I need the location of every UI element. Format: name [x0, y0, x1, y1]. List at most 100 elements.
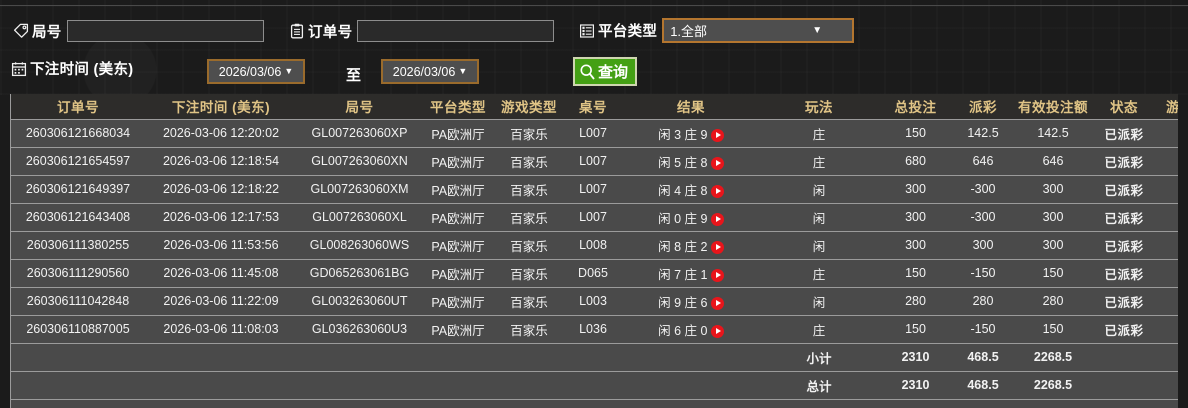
table-row[interactable]: 260306121649397 2026-03-06 12:18:22 GL0072… — [11, 175, 1178, 204]
table-row[interactable]: 260306110887005 2026-03-06 11:08:03 GL0362… — [11, 315, 1178, 344]
filter-bet-time-label: 下注时间 (美东) — [30, 62, 134, 78]
cell-bet-time: 2026-03-06 11:08:03 — [145, 315, 297, 344]
round-no-input[interactable] — [66, 20, 264, 42]
status-badge: 已派彩 — [1093, 259, 1155, 288]
bet-time-to-value: 2026/03/06 — [392, 64, 456, 79]
column-header-order-no[interactable]: 订单号 — [11, 94, 145, 120]
cell-payout: -300 — [953, 203, 1013, 232]
status-badge: 已派彩 — [1093, 315, 1155, 344]
bet-time-from-datepicker[interactable]: 2026/03/06 ▼ — [207, 59, 305, 84]
cell-order-no: 260306111290560 — [11, 259, 145, 288]
column-header-round-no[interactable]: 局号 — [297, 94, 422, 120]
status-badge: 已派彩 — [1093, 231, 1155, 260]
column-header-game-mode[interactable]: 游戏模 — [1155, 94, 1178, 120]
search-button[interactable]: 查询 — [573, 57, 638, 86]
table-header: 订单号 下注时间 (美东) 局号 平台类型 游戏类型 桌号 结果 玩法 总投注 … — [11, 94, 1178, 120]
play-icon[interactable] — [710, 184, 724, 198]
cell-round-no: GL003263060UT — [297, 287, 422, 316]
cell-result: 闲 4 庄 8 — [622, 175, 760, 204]
filter-order-no: 订单号 — [288, 20, 555, 42]
list-icon — [578, 22, 595, 39]
cell-game-mode: - — [1155, 287, 1178, 316]
blank-cell — [11, 399, 1178, 408]
play-icon[interactable] — [710, 156, 724, 170]
bet-time-from-value: 2026/03/06 — [218, 64, 282, 79]
cell-platform: PA欧洲厅 — [422, 147, 494, 176]
cell-total-bet: 300 — [878, 203, 953, 232]
play-icon[interactable] — [710, 268, 724, 282]
order-no-input[interactable] — [357, 20, 555, 42]
column-header-result[interactable]: 结果 — [622, 94, 760, 120]
play-icon[interactable] — [710, 240, 724, 254]
cell-game-mode: - — [1155, 175, 1178, 204]
filter-round-no-label: 局号 — [32, 24, 62, 41]
status-badge: 已派彩 — [1093, 287, 1155, 316]
platform-type-select[interactable]: 1.全部 ▼ — [662, 18, 855, 43]
cell-order-no: 260306111380255 — [11, 231, 145, 260]
cell-play: 闲 — [760, 287, 878, 316]
cell-total-bet: 680 — [878, 147, 953, 176]
table-row[interactable]: 260306121654597 2026-03-06 12:18:54 GL0072… — [11, 147, 1178, 176]
cell-platform: PA欧洲厅 — [422, 231, 494, 260]
table-row[interactable]: 260306111290560 2026-03-06 11:45:08 GD0652… — [11, 259, 1178, 288]
filter-order-no-label: 订单号 — [308, 24, 353, 41]
table-row[interactable]: 260306121668034 2026-03-06 12:20:02 GL0072… — [11, 119, 1178, 148]
result-text: 闲 8 庄 2 — [658, 239, 708, 254]
cell-game-type: 百家乐 — [494, 315, 564, 344]
chevron-down-icon: ▼ — [458, 66, 468, 76]
cell-payout: 142.5 — [953, 119, 1013, 148]
search-button-label: 查询 — [598, 64, 629, 81]
search-icon — [579, 63, 596, 80]
column-header-platform[interactable]: 平台类型 — [422, 94, 494, 120]
cell-table-no: L003 — [564, 287, 622, 316]
summary-total-bet: 2310 — [878, 371, 953, 400]
cell-valid-bet: 150 — [1013, 259, 1093, 288]
cell-play: 闲 — [760, 175, 878, 204]
summary-label: 小计 — [760, 343, 878, 372]
results-table: 订单号 下注时间 (美东) 局号 平台类型 游戏类型 桌号 结果 玩法 总投注 … — [11, 94, 1178, 408]
cell-total-bet: 280 — [878, 287, 953, 316]
chevron-down-icon: ▼ — [812, 25, 823, 36]
cell-round-no: GL008263060WS — [297, 231, 422, 260]
column-header-total-bet[interactable]: 总投注 — [878, 94, 953, 120]
cell-order-no: 260306121643408 — [11, 203, 145, 232]
cell-bet-time: 2026-03-06 11:45:08 — [145, 259, 297, 288]
play-icon[interactable] — [710, 296, 724, 310]
column-header-payout[interactable]: 派彩 — [953, 94, 1013, 120]
column-header-game-type[interactable]: 游戏类型 — [494, 94, 564, 120]
column-header-status[interactable]: 状态 — [1093, 94, 1155, 120]
column-header-table-no[interactable]: 桌号 — [564, 94, 622, 120]
cell-play: 庄 — [760, 259, 878, 288]
table-row[interactable]: 260306111380255 2026-03-06 11:53:56 GL0082… — [11, 231, 1178, 260]
bet-time-to-datepicker[interactable]: 2026/03/06 ▼ — [381, 59, 479, 84]
cell-game-mode: - — [1155, 315, 1178, 344]
table-row[interactable]: 260306111042848 2026-03-06 11:22:09 GL0032… — [11, 287, 1178, 316]
play-icon[interactable] — [710, 128, 724, 142]
cell-game-mode: - — [1155, 119, 1178, 148]
table-row[interactable]: 260306121643408 2026-03-06 12:17:53 GL0072… — [11, 203, 1178, 232]
result-text: 闲 6 庄 0 — [658, 323, 708, 338]
filter-bar: 局号 订单号 — [0, 6, 1188, 94]
cell-table-no: L007 — [564, 119, 622, 148]
cell-valid-bet: 142.5 — [1013, 119, 1093, 148]
cell-game-mode: - — [1155, 259, 1178, 288]
summary-spacer — [11, 343, 760, 372]
column-header-play[interactable]: 玩法 — [760, 94, 878, 120]
cell-total-bet: 300 — [878, 175, 953, 204]
clipboard-icon — [288, 23, 305, 40]
column-header-bet-time[interactable]: 下注时间 (美东) — [145, 94, 297, 120]
play-icon[interactable] — [710, 324, 724, 338]
cell-total-bet: 150 — [878, 119, 953, 148]
cell-game-mode: - — [1155, 147, 1178, 176]
result-text: 闲 4 庄 8 — [658, 183, 708, 198]
column-header-valid-bet[interactable]: 有效投注额 — [1013, 94, 1093, 120]
cell-round-no: GL036263060U3 — [297, 315, 422, 344]
result-text: 闲 7 庄 1 — [658, 267, 708, 282]
cell-table-no: L008 — [564, 231, 622, 260]
play-icon[interactable] — [710, 212, 724, 226]
summary-status — [1093, 343, 1155, 372]
summary-valid-bet: 2268.5 — [1013, 343, 1093, 372]
cell-table-no: D065 — [564, 259, 622, 288]
summary-row: 总计 2310 468.5 2268.5 — [11, 371, 1178, 400]
